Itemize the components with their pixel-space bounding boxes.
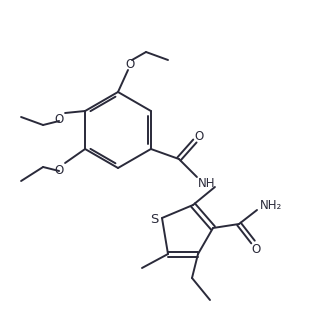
Text: O: O [55,163,64,177]
Text: O: O [125,58,135,70]
Text: NH: NH [198,177,216,190]
Text: O: O [194,130,203,142]
Text: O: O [251,243,261,256]
Text: O: O [55,113,64,126]
Text: S: S [150,212,158,225]
Text: NH₂: NH₂ [260,199,282,211]
